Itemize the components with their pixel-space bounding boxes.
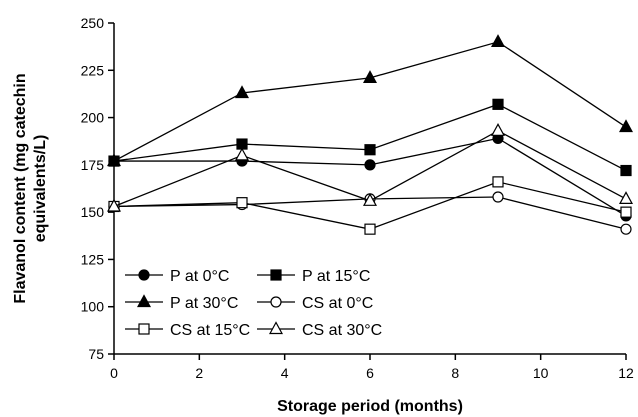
legend-marker	[270, 269, 282, 281]
series-group	[106, 34, 634, 235]
data-point	[236, 197, 248, 209]
data-point	[490, 34, 506, 48]
data-point	[234, 147, 250, 161]
data-point	[490, 123, 506, 136]
y-tick-label: 150	[81, 204, 105, 220]
y-tick-label: 100	[81, 299, 105, 315]
x-axis-title: Storage period (months)	[277, 398, 463, 415]
data-point	[362, 70, 378, 83]
data-point	[364, 223, 376, 235]
legend-item: P at 15°C	[257, 268, 370, 285]
y-tick-label: 200	[81, 110, 105, 126]
x-tick-label: 0	[110, 365, 118, 381]
legend-marker	[136, 294, 152, 308]
series-5	[106, 123, 634, 212]
y-axis-title-line: equivalents/L)	[32, 135, 49, 243]
legend-marker	[138, 269, 150, 281]
legend-label: P at 15°C	[302, 268, 370, 285]
data-point	[620, 164, 632, 177]
x-tick-label: 6	[366, 365, 374, 381]
legend-item: CS at 30°C	[257, 321, 382, 339]
data-point	[236, 138, 248, 150]
y-axis-title-line: Flavanol content (mg catechin	[12, 73, 29, 303]
x-tick-label: 12	[618, 365, 634, 381]
axes: 75 100 125 150 175 200 225 250 0 2 4 6 8 10 12	[81, 15, 634, 381]
legend: P at 0°C P at 15°C P at 30°C CS at 0°C CS at…	[125, 268, 382, 339]
data-point	[106, 153, 122, 167]
legend-item: P at 30°C	[125, 294, 238, 312]
series-2	[106, 34, 634, 167]
legend-item: CS at 0°C	[257, 295, 373, 312]
legend-marker	[270, 296, 282, 308]
legend-item: P at 0°C	[125, 268, 229, 285]
data-point	[362, 193, 378, 206]
legend-marker	[138, 323, 150, 335]
data-point	[618, 191, 634, 205]
y-tick-label: 175	[81, 157, 105, 173]
y-axis-title: Flavanol content (mg catechin equivalents…	[12, 73, 49, 303]
series-line	[113, 41, 627, 162]
data-point	[492, 176, 504, 188]
x-tick-label: 4	[281, 365, 289, 381]
x-tick-label: 10	[533, 365, 549, 381]
y-tick-label: 250	[81, 15, 105, 31]
data-point	[618, 119, 634, 133]
data-point	[234, 85, 250, 99]
legend-label: CS at 15°C	[170, 322, 250, 339]
data-point	[364, 144, 376, 156]
legend-item: CS at 15°C	[125, 322, 250, 339]
data-point	[620, 223, 632, 235]
data-point	[106, 198, 122, 212]
data-point	[620, 206, 632, 218]
legend-label: CS at 30°C	[302, 322, 382, 339]
legend-marker	[268, 321, 284, 335]
x-tick-label: 8	[451, 365, 459, 381]
data-point	[492, 98, 504, 110]
y-tick-label: 75	[88, 346, 104, 362]
data-point	[492, 191, 504, 203]
legend-label: P at 0°C	[170, 268, 229, 285]
data-point	[364, 159, 376, 171]
x-tick-label: 2	[195, 365, 203, 381]
y-tick-label: 225	[81, 62, 105, 78]
legend-label: P at 30°C	[170, 295, 238, 312]
legend-label: CS at 0°C	[302, 295, 373, 312]
y-tick-label: 125	[81, 251, 105, 267]
